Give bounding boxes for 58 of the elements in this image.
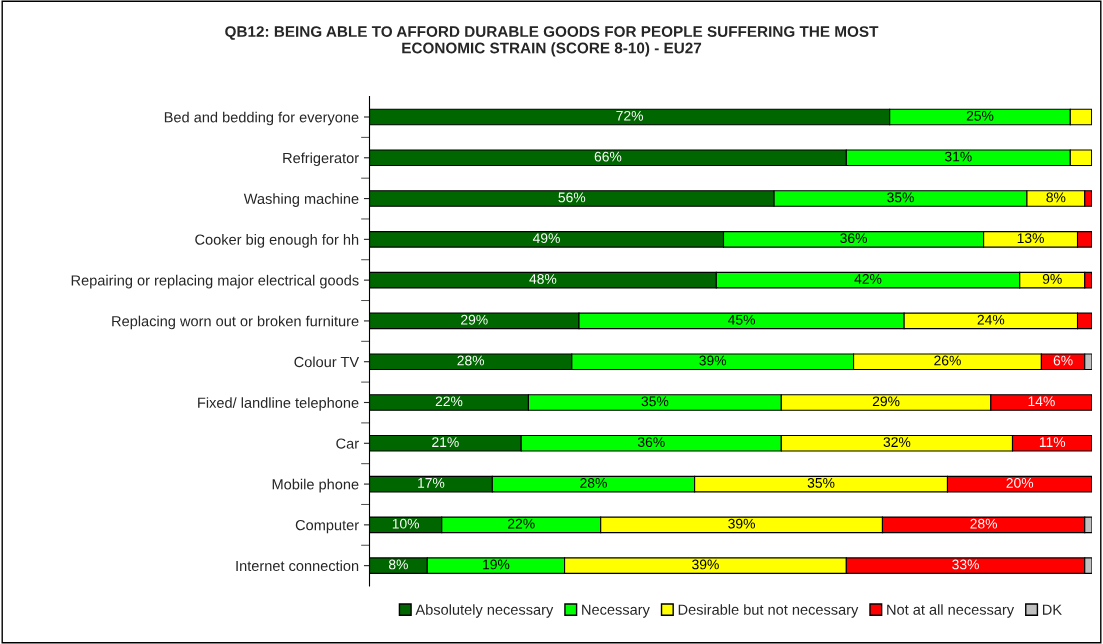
data-label: 45% [727, 314, 755, 325]
chart-title: QB12: BEING ABLE TO AFFORD DURABLE GOODS FOR PEOPLE SUFFERING THE MOST ECONOMIC STRAIN (SCORE 8-10) - EU27 [225, 26, 879, 57]
data-label: 26% [934, 355, 961, 366]
data-label: 19% [483, 559, 510, 570]
y-tick-label: Internet connection [236, 560, 359, 572]
data-label: 25% [966, 110, 994, 121]
data-label: 39% [692, 559, 719, 570]
y-tick-label: Replacing worn out or broken furniture [112, 315, 359, 330]
data-label: 20% [1006, 477, 1034, 488]
data-label: 9% [1042, 274, 1062, 284]
data-label: 8% [388, 559, 408, 570]
data-label: 28% [970, 518, 998, 529]
data-label: 29% [461, 314, 488, 325]
data-label: 35% [887, 192, 914, 203]
data-label: 35% [807, 477, 835, 488]
data-label: 14% [1028, 396, 1055, 407]
data-label: 56% [558, 192, 586, 203]
data-label: 10% [392, 518, 420, 529]
data-label: 39% [728, 518, 755, 529]
legend-label: Desirable but not necessary [678, 604, 859, 618]
data-label: 28% [457, 355, 485, 366]
y-tick-label: Bed and bedding for everyone [164, 111, 359, 126]
y-tick-label: Colour TV [294, 356, 360, 368]
data-label: 49% [532, 233, 560, 244]
data-label: 28% [580, 477, 607, 488]
y-tick-label: Fixed/ landline telephone [198, 397, 359, 411]
y-tick-label: Cooker big enough for hh [195, 234, 359, 248]
data-label: 24% [977, 314, 1005, 325]
legend-label: Necessary [582, 604, 650, 618]
data-label: 66% [594, 151, 622, 162]
data-label: 72% [616, 110, 643, 121]
data-label: 31% [944, 151, 972, 162]
y-tick-label: Car [336, 438, 359, 449]
data-label: 13% [1017, 233, 1044, 244]
y-tick-label: Repairing or replacing major electrical goods [71, 274, 359, 289]
data-label: 39% [699, 355, 727, 366]
data-label: 11% [1039, 437, 1066, 447]
data-label: 6% [1053, 355, 1073, 366]
data-label: 8% [1046, 192, 1066, 203]
data-label: 36% [637, 437, 665, 448]
y-tick-label: Computer [295, 519, 359, 534]
y-tick-label: Refrigerator [283, 152, 359, 167]
data-label: 21% [432, 437, 459, 447]
data-label: 22% [508, 518, 535, 529]
data-label: 48% [529, 274, 557, 284]
y-tick-label: Washing machine [243, 193, 359, 207]
y-tick-label: Mobile phone [272, 478, 359, 493]
legend-label: Absolutely necessary [415, 604, 554, 618]
data-label: 42% [854, 274, 882, 284]
data-label: 22% [435, 396, 463, 407]
data-label: 17% [418, 478, 445, 488]
data-label: 32% [883, 437, 911, 448]
legend-label: Not at all necessary [887, 604, 1015, 618]
data-label: 35% [641, 396, 669, 407]
data-label: 36% [840, 233, 867, 244]
data-label: 29% [872, 396, 900, 407]
data-label: 33% [952, 559, 979, 570]
legend-label: DK [1042, 604, 1062, 615]
